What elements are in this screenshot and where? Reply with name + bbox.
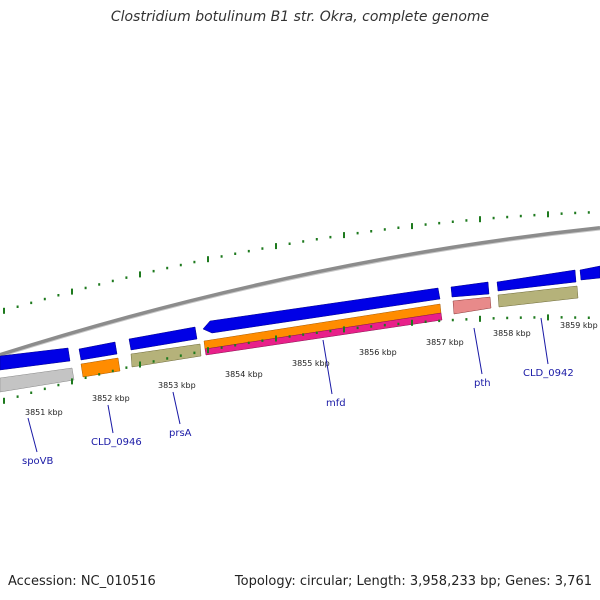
cds-arrow[interactable] <box>579 265 600 281</box>
kbp-label: 3855 kbp <box>292 359 330 368</box>
kbp-label: 3854 kbp <box>225 370 263 379</box>
outer-tick-ring <box>3 211 590 314</box>
gene-label-cld-0946[interactable]: CLD_0946 <box>91 437 142 448</box>
cds-arrow[interactable] <box>202 287 441 334</box>
kbp-label: 3858 kbp <box>493 329 531 338</box>
gene-feature-pink-long[interactable] <box>204 312 443 356</box>
cds-arrow[interactable] <box>128 326 198 351</box>
gene-feature-khaki[interactable] <box>497 285 579 308</box>
genome-backbone <box>0 226 600 357</box>
kbp-label: 3852 kbp <box>92 394 130 403</box>
kbp-label: 3851 kbp <box>25 408 63 417</box>
gene-label-pth[interactable]: pth <box>474 378 491 389</box>
gene-leaders <box>27 317 549 453</box>
map-title: Clostridium botulinum B1 str. Okra, comp… <box>110 9 490 25</box>
kbp-label: 3859 kbp <box>560 321 598 330</box>
gene-labels: spoVB CLD_0946 prsA mfd pth CLD_0942 <box>22 368 574 467</box>
cds-arrow[interactable] <box>78 341 118 361</box>
cds-track <box>0 265 600 371</box>
genome-summary: Topology: circular; Length: 3,958,233 bp… <box>234 574 592 589</box>
gene-label-spovb[interactable]: spoVB <box>22 456 54 467</box>
gene-track <box>0 285 579 393</box>
cds-arrow[interactable] <box>496 269 577 292</box>
gene-feature-gray[interactable] <box>0 367 75 393</box>
cds-arrow[interactable] <box>450 281 490 298</box>
kbp-labels: 3851 kbp 3852 kbp 3853 kbp 3854 kbp 3855… <box>25 321 598 417</box>
kbp-label: 3856 kbp <box>359 348 397 357</box>
cds-arrow[interactable] <box>0 347 71 371</box>
gene-feature-khaki[interactable] <box>130 343 202 368</box>
gene-feature-salmon[interactable] <box>452 296 492 315</box>
gene-label-mfd[interactable]: mfd <box>326 398 346 409</box>
gene-label-cld-0942[interactable]: CLD_0942 <box>523 368 574 379</box>
gene-feature-orange[interactable] <box>80 357 121 378</box>
kbp-label: 3857 kbp <box>426 338 464 347</box>
gene-label-prsa[interactable]: prsA <box>169 428 192 439</box>
inner-tick-ring <box>3 314 590 404</box>
accession-label: Accession: NC_010516 <box>8 574 156 589</box>
kbp-label: 3853 kbp <box>158 381 196 390</box>
